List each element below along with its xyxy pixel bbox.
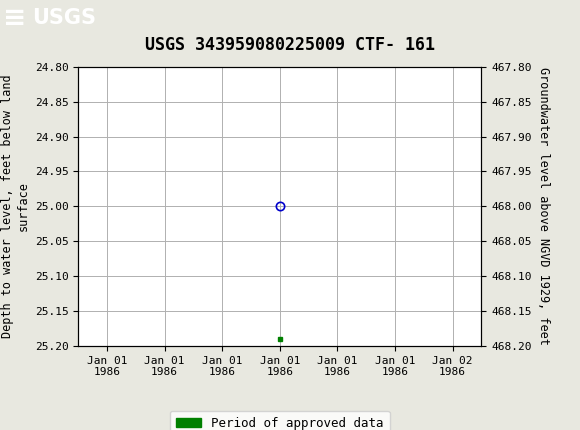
Text: USGS: USGS xyxy=(32,8,96,28)
Text: ≡: ≡ xyxy=(3,3,26,32)
Text: USGS 343959080225009 CTF- 161: USGS 343959080225009 CTF- 161 xyxy=(145,36,435,54)
Y-axis label: Groundwater level above NGVD 1929, feet: Groundwater level above NGVD 1929, feet xyxy=(537,68,550,345)
Legend: Period of approved data: Period of approved data xyxy=(170,411,390,430)
Y-axis label: Depth to water level, feet below land
surface: Depth to water level, feet below land su… xyxy=(1,74,29,338)
